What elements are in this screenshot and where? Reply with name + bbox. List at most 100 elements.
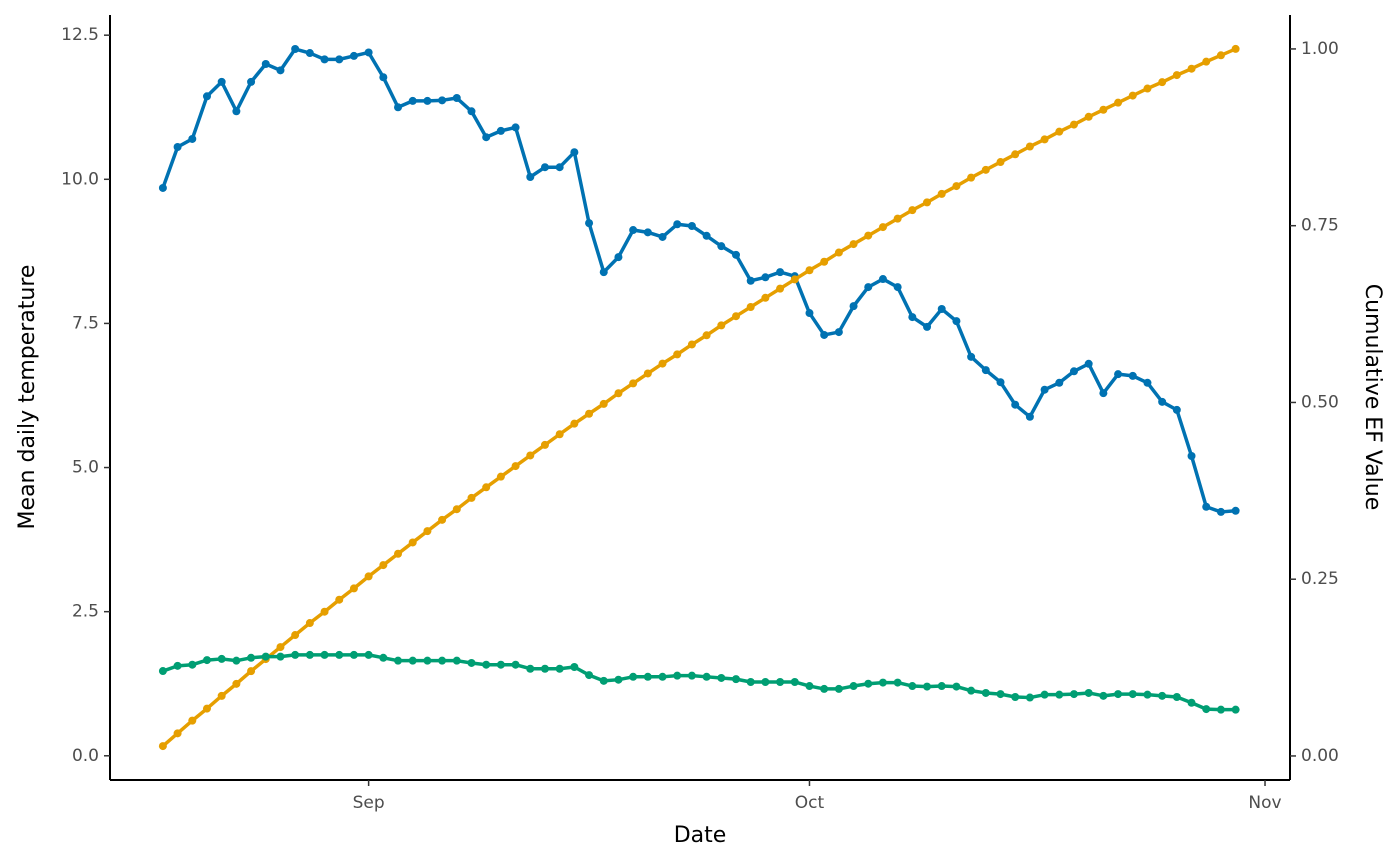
- series-line: [161, 47, 1236, 514]
- data-point: [335, 650, 344, 659]
- data-point: [967, 686, 976, 695]
- data-point: [1231, 506, 1240, 515]
- data-point: [849, 240, 858, 249]
- data-point: [599, 676, 608, 685]
- data-point: [952, 182, 961, 191]
- data-point: [423, 96, 432, 105]
- data-point: [673, 220, 682, 229]
- data-point: [893, 214, 902, 223]
- data-point: [173, 143, 182, 152]
- data-point: [790, 677, 799, 686]
- data-point: [291, 45, 300, 54]
- data-point: [702, 231, 711, 240]
- data-point: [702, 331, 711, 340]
- data-point: [232, 107, 241, 116]
- data-point: [981, 688, 990, 697]
- data-point: [452, 656, 461, 665]
- data-point: [996, 158, 1005, 167]
- data-point: [1216, 51, 1225, 60]
- data-point: [643, 228, 652, 237]
- data-point: [1143, 378, 1152, 387]
- y-tick-label: 10.0: [61, 169, 99, 189]
- data-point: [599, 399, 608, 408]
- data-point: [864, 231, 873, 240]
- data-point: [1069, 120, 1078, 129]
- data-point: [687, 671, 696, 680]
- data-point: [761, 677, 770, 686]
- data-point: [482, 660, 491, 669]
- data-point: [864, 679, 873, 688]
- data-point: [1099, 105, 1108, 114]
- data-point: [908, 206, 917, 215]
- data-point: [732, 675, 741, 684]
- y2-axis-title: Cumulative EF Value: [1360, 284, 1385, 511]
- data-point: [276, 66, 285, 75]
- data-point: [423, 527, 432, 536]
- data-point: [614, 253, 623, 262]
- data-point: [452, 94, 461, 103]
- data-point: [1025, 412, 1034, 421]
- data-point: [996, 378, 1005, 387]
- data-point: [496, 126, 505, 135]
- data-point: [158, 742, 167, 751]
- data-point: [746, 276, 755, 285]
- data-point: [364, 572, 373, 581]
- data-point: [202, 92, 211, 101]
- data-point: [247, 653, 256, 662]
- data-point: [173, 729, 182, 738]
- data-point: [438, 96, 447, 105]
- data-point: [320, 650, 329, 659]
- data-point: [349, 584, 358, 593]
- data-point: [467, 658, 476, 667]
- data-point: [1172, 71, 1181, 80]
- data-point: [496, 660, 505, 669]
- data-point: [202, 656, 211, 665]
- data-point: [1231, 44, 1240, 53]
- data-point: [614, 675, 623, 684]
- data-point: [790, 275, 799, 284]
- data-point: [364, 48, 373, 57]
- data-point: [952, 682, 961, 691]
- data-point: [276, 652, 285, 661]
- data-point: [658, 359, 667, 368]
- data-point: [643, 672, 652, 681]
- data-point: [158, 183, 167, 192]
- data-point: [570, 148, 579, 157]
- data-point: [732, 250, 741, 259]
- y-axis-title: Mean daily temperature: [15, 265, 40, 530]
- data-point: [834, 684, 843, 693]
- data-point: [408, 96, 417, 105]
- data-point: [1025, 693, 1034, 702]
- data-point: [349, 51, 358, 60]
- data-point: [687, 340, 696, 349]
- data-point: [1011, 400, 1020, 409]
- data-point: [937, 305, 946, 314]
- data-point: [1040, 135, 1049, 144]
- data-point: [923, 682, 932, 691]
- data-point: [761, 293, 770, 302]
- data-point: [1099, 389, 1108, 398]
- data-point: [1231, 705, 1240, 714]
- data-point: [1084, 112, 1093, 121]
- data-point: [467, 107, 476, 116]
- data-point: [526, 172, 535, 181]
- data-point: [320, 607, 329, 616]
- data-point: [643, 369, 652, 378]
- data-point: [761, 273, 770, 282]
- data-point: [614, 389, 623, 398]
- y2-tick-label: 0.00: [1301, 746, 1339, 766]
- data-point: [732, 312, 741, 321]
- data-point: [893, 678, 902, 687]
- data-point: [511, 660, 520, 669]
- data-point: [555, 430, 564, 439]
- data-point: [1172, 405, 1181, 414]
- y2-tick-label: 0.50: [1301, 392, 1339, 412]
- data-point: [394, 103, 403, 112]
- data-point: [1011, 692, 1020, 701]
- data-point: [408, 538, 417, 547]
- data-point: [305, 650, 314, 659]
- y-tick-label: 7.5: [72, 313, 99, 333]
- y-tick-label: 0.0: [72, 746, 99, 766]
- data-point: [820, 330, 829, 339]
